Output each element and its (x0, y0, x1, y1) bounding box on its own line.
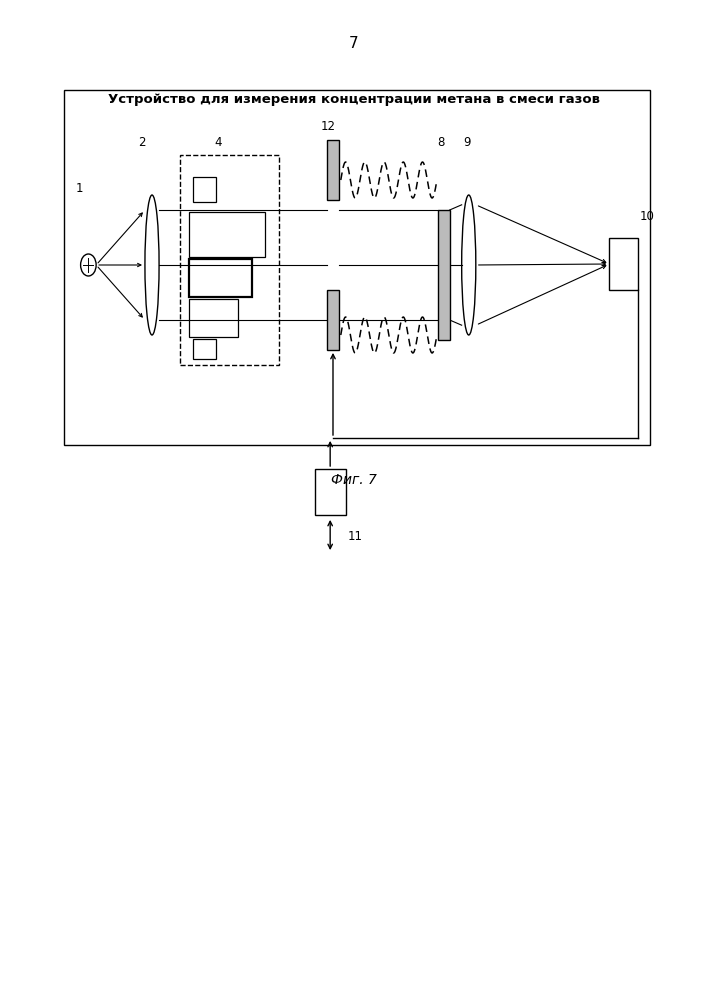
Bar (189, 259, 252, 297)
Text: Устройство для измерения концентрации метана в смеси газов: Устройство для измерения концентрации ме… (107, 94, 600, 106)
Bar (189, 299, 238, 337)
Text: 1: 1 (76, 182, 83, 195)
Bar (438, 210, 450, 340)
Bar (193, 177, 216, 202)
Text: 4: 4 (214, 136, 221, 149)
Text: 10: 10 (640, 210, 655, 223)
Text: 2: 2 (138, 136, 145, 149)
Text: 11: 11 (348, 530, 363, 543)
Bar (315, 469, 346, 515)
Bar (327, 290, 339, 350)
Text: 7: 7 (349, 36, 358, 51)
Bar (64, 90, 650, 445)
Bar (327, 140, 339, 200)
Text: 12: 12 (320, 120, 336, 133)
Bar (609, 238, 638, 290)
Text: 9: 9 (464, 136, 471, 149)
Bar (193, 339, 216, 359)
Bar (180, 155, 279, 365)
Text: Фиг. 7: Фиг. 7 (331, 473, 376, 487)
Text: 8: 8 (438, 136, 445, 149)
Bar (189, 212, 265, 257)
